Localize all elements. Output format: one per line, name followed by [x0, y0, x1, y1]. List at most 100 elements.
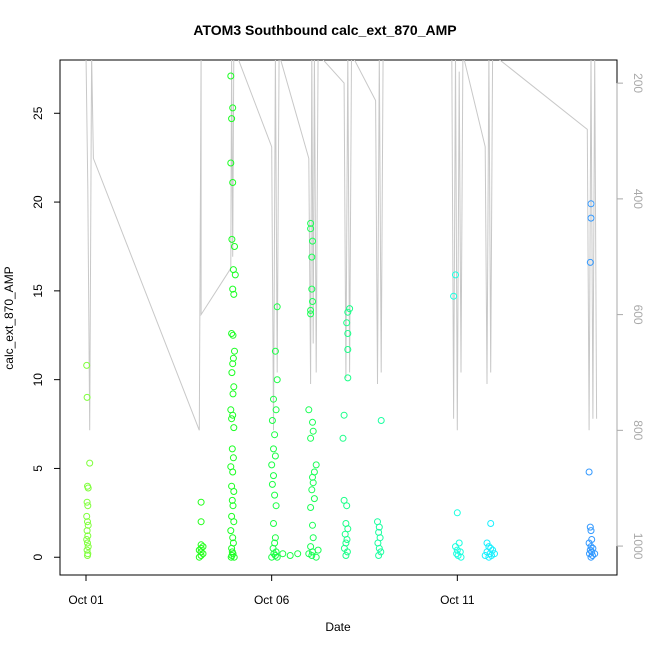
data-point	[273, 303, 281, 311]
data-point	[587, 527, 595, 535]
line-series	[85, 60, 598, 431]
data-point	[455, 539, 463, 547]
data-point	[230, 290, 238, 298]
data-point	[270, 395, 277, 403]
data-point	[230, 488, 238, 495]
data-point	[195, 553, 203, 561]
data-point	[279, 550, 287, 558]
data-point	[83, 361, 91, 369]
data-point	[375, 544, 383, 552]
data-point	[307, 310, 315, 318]
data-point	[589, 552, 596, 559]
data-point	[228, 330, 236, 337]
data-point	[309, 298, 316, 305]
y-tick-label: 10	[31, 373, 45, 387]
data-point	[83, 498, 91, 506]
data-point	[231, 271, 239, 279]
data-point	[227, 72, 235, 80]
data-point	[230, 424, 238, 432]
data-point	[307, 504, 315, 511]
data-point	[344, 374, 352, 382]
data-point	[453, 509, 461, 517]
x-tick-label: Oct 06	[254, 593, 290, 607]
data-point	[308, 486, 316, 494]
data-point	[83, 546, 91, 554]
data-point	[86, 459, 94, 467]
data-point	[491, 550, 498, 558]
y-tick-label: 5	[31, 465, 45, 472]
data-point	[229, 285, 237, 293]
data-point	[229, 331, 237, 339]
data-point	[268, 417, 276, 424]
data-point	[485, 553, 493, 561]
data-point	[228, 115, 236, 123]
data-point	[343, 319, 351, 327]
line-series-path	[85, 60, 598, 431]
data-point	[84, 552, 91, 559]
data-point	[305, 550, 313, 558]
data-point	[229, 534, 237, 542]
data-point	[270, 520, 277, 527]
data-point	[230, 553, 238, 561]
data-point	[199, 543, 207, 551]
data-point	[228, 496, 236, 504]
data-point	[307, 225, 315, 233]
data-point	[307, 219, 315, 227]
data-point	[228, 415, 236, 423]
data-point	[228, 445, 236, 453]
data-point	[343, 502, 351, 510]
data-point	[343, 548, 351, 556]
data-point	[586, 523, 594, 531]
data-point	[84, 518, 91, 526]
data-point	[486, 550, 494, 558]
data-point	[271, 552, 279, 559]
data-point	[229, 468, 237, 476]
data-point	[229, 179, 237, 186]
data-point	[84, 532, 92, 540]
data-point	[228, 369, 236, 377]
x-tick-label: Oct 11	[440, 593, 475, 607]
chart-title: ATOM3 Southbound calc_ext_870_AMP	[193, 22, 456, 38]
data-point	[273, 553, 281, 561]
data-point	[483, 539, 491, 547]
data-point	[227, 159, 235, 167]
data-point	[270, 472, 277, 480]
data-point	[271, 452, 279, 460]
data-point	[308, 253, 316, 261]
y-tick-label: 20	[31, 195, 45, 209]
data-point	[377, 548, 385, 556]
data-point	[229, 550, 237, 558]
data-point	[228, 235, 236, 243]
data-point	[339, 434, 347, 442]
data-point	[83, 527, 91, 535]
data-point	[312, 553, 320, 561]
secondary-tick-label: 200	[631, 73, 645, 93]
data-point	[307, 434, 315, 442]
data-point	[487, 520, 495, 527]
data-point	[452, 543, 459, 551]
data-point	[487, 544, 495, 552]
data-point	[346, 305, 354, 313]
data-point	[84, 539, 91, 547]
data-point	[305, 406, 313, 414]
data-point	[375, 552, 383, 559]
data-point	[227, 527, 235, 535]
data-point	[83, 512, 91, 520]
y-axis: 0 5 10 15 20 25	[31, 106, 61, 561]
data-point	[271, 491, 279, 499]
data-point	[231, 347, 238, 355]
data-point	[83, 393, 91, 401]
data-point	[84, 543, 92, 551]
data-point	[271, 431, 279, 439]
data-point	[230, 518, 238, 526]
data-point	[457, 553, 465, 561]
data-point	[309, 534, 317, 542]
data-point	[587, 200, 595, 208]
data-point	[452, 271, 459, 279]
data-point	[229, 454, 237, 462]
data-point	[344, 308, 352, 316]
data-point	[229, 390, 237, 398]
data-point	[229, 411, 237, 419]
data-point	[268, 480, 276, 488]
